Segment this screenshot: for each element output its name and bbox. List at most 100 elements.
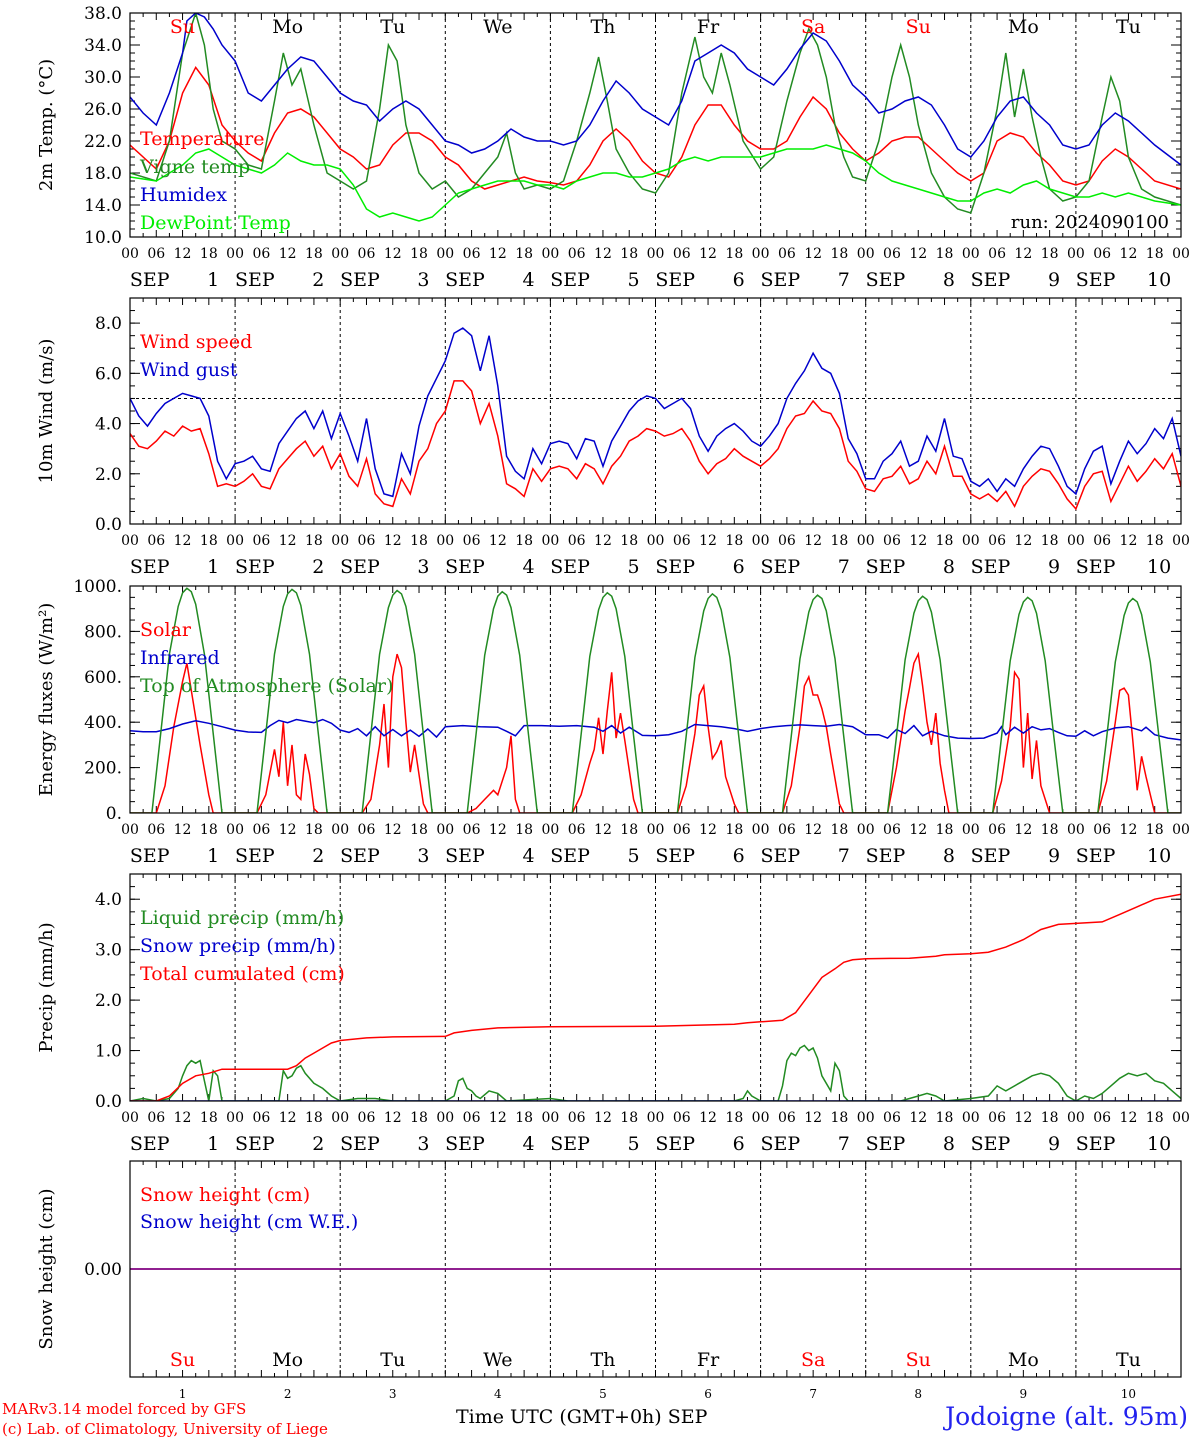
hour-label: 18 xyxy=(725,533,743,549)
date-label: 8 xyxy=(943,556,955,578)
hour-label: 00 xyxy=(857,533,875,549)
hour-label: 18 xyxy=(200,1110,218,1126)
month-label: SEP xyxy=(971,269,1011,291)
hour-label: 18 xyxy=(1041,533,1059,549)
hour-label: 00 xyxy=(647,822,665,838)
hour-label: 00 xyxy=(121,1110,139,1126)
hour-label: 12 xyxy=(489,822,507,838)
date-label: 8 xyxy=(943,845,955,867)
hour-label: 06 xyxy=(463,1110,481,1126)
weekday-label: Mo xyxy=(1008,16,1039,38)
date-label: 10 xyxy=(1147,556,1171,578)
hour-label: 12 xyxy=(1120,1110,1138,1126)
y-tick-label: 400. xyxy=(84,713,122,733)
month-label: SEP xyxy=(235,269,275,291)
plot-frame xyxy=(129,297,1182,525)
hour-label: 06 xyxy=(1093,246,1111,262)
hour-label: 00 xyxy=(1067,822,1085,838)
hour-label: 12 xyxy=(1014,246,1032,262)
hour-label: 00 xyxy=(121,246,139,262)
month-label: SEP xyxy=(655,845,695,867)
legend-entry: Snow precip (mm/h) xyxy=(140,935,336,957)
hour-label: 00 xyxy=(1172,246,1190,262)
weekday-label: Tu xyxy=(380,1349,405,1371)
series-line-liquid-precip-mm-h- xyxy=(130,1044,1181,1101)
y-tick-label: 22.0 xyxy=(84,132,122,152)
date-label: 9 xyxy=(1048,845,1060,867)
hour-label: 18 xyxy=(725,822,743,838)
hour-label: 00 xyxy=(541,1110,559,1126)
hour-label: 12 xyxy=(1014,533,1032,549)
y-axis-label: Energy fluxes (W/m²) xyxy=(36,603,57,797)
date-label: 8 xyxy=(914,1387,922,1401)
month-label: SEP xyxy=(340,845,380,867)
hour-label: 18 xyxy=(831,822,849,838)
month-label: SEP xyxy=(340,269,380,291)
hour-label: 00 xyxy=(436,822,454,838)
month-label: SEP xyxy=(550,845,590,867)
hour-label: 12 xyxy=(174,822,192,838)
month-label: SEP xyxy=(340,556,380,578)
series-line-solar xyxy=(130,651,1181,813)
hour-label: 06 xyxy=(147,1110,165,1126)
date-label: 9 xyxy=(1048,556,1060,578)
weekday-label: We xyxy=(483,16,512,38)
hour-label: 12 xyxy=(384,533,402,549)
hour-label: 00 xyxy=(647,246,665,262)
weekday-label: Sa xyxy=(801,16,825,38)
series-line-vigne-temp xyxy=(130,13,1181,214)
series-line-wind-gust xyxy=(130,327,1181,498)
hour-label: 06 xyxy=(883,822,901,838)
month-label: SEP xyxy=(550,1133,590,1155)
station-name: Jodoigne (alt. 95m) xyxy=(945,1402,1188,1431)
hour-label: 00 xyxy=(962,533,980,549)
hour-label: 12 xyxy=(1120,533,1138,549)
hour-label: 18 xyxy=(200,533,218,549)
hour-label: 00 xyxy=(962,246,980,262)
date-label: 3 xyxy=(417,556,429,578)
weekday-label: We xyxy=(483,1349,512,1371)
hour-label: 12 xyxy=(174,246,192,262)
y-tick-label: 4.0 xyxy=(95,890,122,910)
hour-label: 06 xyxy=(673,533,691,549)
hour-label: 06 xyxy=(988,533,1006,549)
hour-label: 12 xyxy=(384,1110,402,1126)
hour-label: 00 xyxy=(962,822,980,838)
hour-label: 18 xyxy=(305,822,323,838)
hour-label: 18 xyxy=(410,246,428,262)
y-tick-label: 2.0 xyxy=(95,991,122,1011)
hour-label: 06 xyxy=(463,246,481,262)
month-label: SEP xyxy=(760,556,800,578)
hour-label: 18 xyxy=(305,246,323,262)
date-label: 3 xyxy=(417,1133,429,1155)
hour-label: 18 xyxy=(1146,533,1164,549)
legend-entry: Humidex xyxy=(140,184,227,206)
hour-label: 06 xyxy=(358,533,376,549)
legend-entry: Wind gust xyxy=(140,359,238,381)
hour-label: 00 xyxy=(857,1110,875,1126)
hour-label: 00 xyxy=(1172,822,1190,838)
hour-label: 00 xyxy=(857,246,875,262)
month-label: SEP xyxy=(130,556,170,578)
series-line-humidex xyxy=(130,13,1181,166)
hour-label: 18 xyxy=(1146,822,1164,838)
weekday-label: Su xyxy=(906,1349,931,1371)
weekday-label: Sa xyxy=(801,1349,825,1371)
date-label: 7 xyxy=(809,1387,817,1401)
month-label: SEP xyxy=(340,1133,380,1155)
date-label: 1 xyxy=(207,1133,219,1155)
date-label: 9 xyxy=(1020,1387,1028,1401)
hour-label: 18 xyxy=(831,246,849,262)
hour-label: 06 xyxy=(358,822,376,838)
hour-label: 00 xyxy=(752,1110,770,1126)
date-label: 9 xyxy=(1048,1133,1060,1155)
hour-label: 18 xyxy=(1041,246,1059,262)
hour-label: 00 xyxy=(436,1110,454,1126)
x-axis-title-month: SEP xyxy=(667,1406,708,1428)
y-tick-label: 800. xyxy=(84,622,122,642)
hour-label: 00 xyxy=(1067,1110,1085,1126)
date-label: 6 xyxy=(704,1387,712,1401)
hour-label: 12 xyxy=(909,1110,927,1126)
hour-label: 18 xyxy=(936,533,954,549)
